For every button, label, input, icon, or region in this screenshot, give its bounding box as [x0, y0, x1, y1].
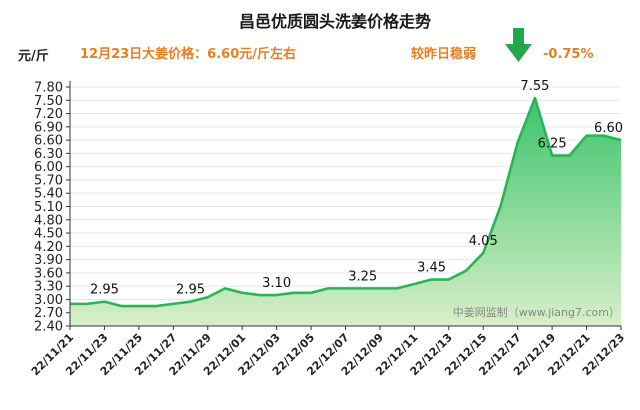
data-label: 6.25	[538, 137, 567, 152]
watermark: 中姜网监制（www.jiang7.com）	[453, 305, 620, 319]
chart-title: 昌邑优质圆头洗姜价格走势	[239, 12, 431, 31]
data-label: 2.95	[176, 283, 205, 298]
y-tick-label: 5.70	[34, 173, 63, 188]
y-tick-label: 5.10	[34, 200, 63, 215]
price-subtitle: 12月23日大姜价格：6.60元/斤左右	[80, 46, 296, 62]
y-tick-label: 7.20	[34, 107, 63, 122]
data-label: 2.95	[90, 283, 119, 298]
data-label: 3.45	[417, 261, 446, 276]
change-subtitle: 较昨日稳弱	[411, 46, 476, 62]
price-area	[70, 98, 621, 326]
data-label: 3.25	[348, 269, 377, 284]
y-tick-label: 4.80	[34, 213, 63, 228]
y-tick-label: 4.20	[34, 240, 63, 255]
data-label: 3.10	[262, 276, 291, 291]
y-tick-label: 6.60	[34, 134, 63, 149]
y-tick-label: 4.50	[34, 227, 63, 242]
y-tick-label: 2.40	[34, 320, 63, 335]
area-layer	[70, 96, 622, 326]
y-tick-label: 3.30	[34, 280, 63, 295]
y-tick-label: 6.00	[34, 160, 63, 175]
data-label: 4.05	[469, 234, 498, 249]
y-tick-label: 6.30	[34, 147, 63, 162]
change-percent: -0.75%	[543, 47, 594, 62]
price-line	[70, 96, 622, 308]
y-axis-unit: 元/斤	[18, 48, 49, 64]
x-ticks: 22/11/2122/11/2322/11/2522/11/2722/11/29…	[29, 326, 627, 378]
y-tick-label: 7.80	[34, 81, 63, 96]
y-tick-label: 3.90	[34, 253, 63, 268]
y-tick-label: 3.00	[34, 293, 63, 308]
y-tick-label: 6.90	[34, 120, 63, 135]
y-tick-label: 7.50	[34, 94, 63, 109]
y-tick-label: 5.40	[34, 187, 63, 202]
data-labels: 2.95 2.95 3.10 3.25 3.45 4.05 7.55 6.25 6.60	[90, 79, 623, 298]
data-label: 7.55	[520, 79, 549, 94]
y-tick-label: 2.70	[34, 306, 63, 321]
down-arrow-icon	[505, 28, 532, 62]
data-label: 6.60	[594, 121, 623, 136]
y-tick-label: 3.60	[34, 266, 63, 281]
y-ticks: 7.807.507.206.906.606.306.005.705.405.10…	[34, 81, 621, 335]
